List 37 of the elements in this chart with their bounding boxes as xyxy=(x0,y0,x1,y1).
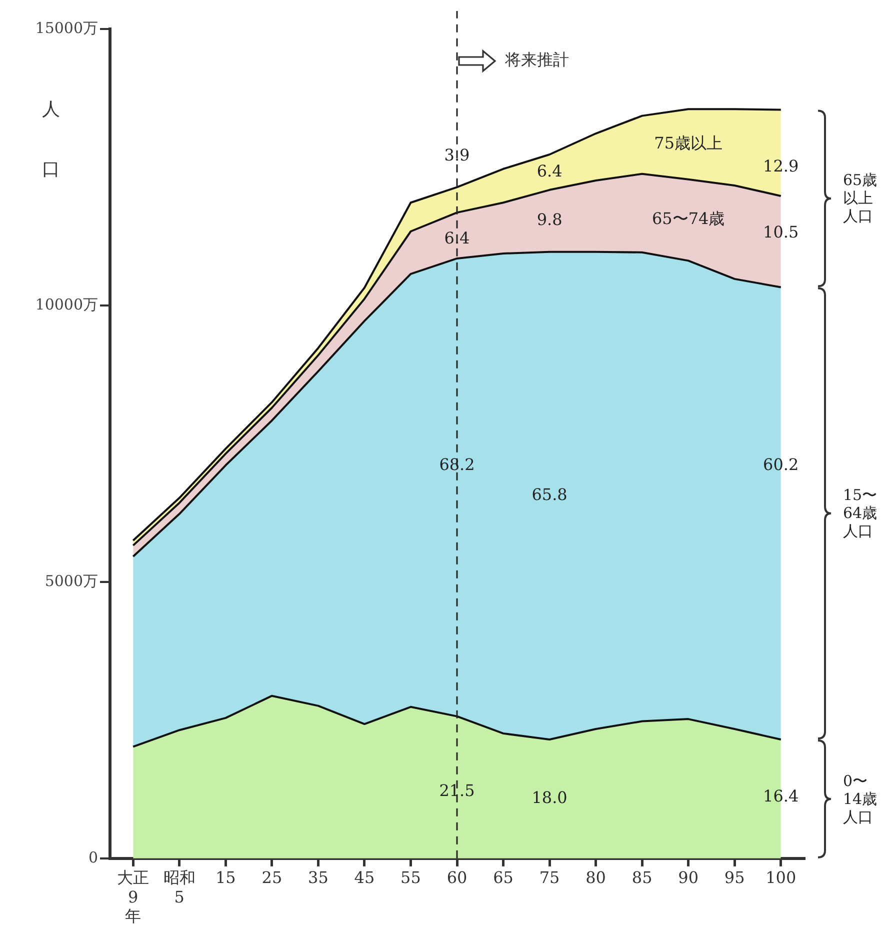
annotation: 3.9 xyxy=(444,145,470,164)
annotation: 10.5 xyxy=(763,222,799,242)
x-tick-label: 95 xyxy=(724,868,745,888)
x-tick-label: 100 xyxy=(766,868,796,888)
series-label: 75歳以上 xyxy=(654,133,723,152)
y-tick-label: 0 xyxy=(88,848,98,866)
y-axis-title: 人口 xyxy=(843,808,873,826)
annotation: 60.2 xyxy=(763,454,799,474)
x-tick-label: 35 xyxy=(308,868,328,888)
text: 0〜14歳 xyxy=(843,772,878,808)
x-tick-label: 85 xyxy=(632,868,652,888)
x-tick-label: 55 xyxy=(400,868,421,888)
x-tick-label: 大正 9 年 xyxy=(117,868,150,926)
x-tick-label: 15 xyxy=(215,868,236,888)
annotation: 65.8 xyxy=(532,484,568,504)
text: 65歳以上人口 xyxy=(842,170,878,228)
x-tick-label: 60 xyxy=(446,868,468,888)
x-tick-label: 80 xyxy=(586,868,606,888)
annotation: 18.0 xyxy=(532,788,568,808)
annotation: 12.9 xyxy=(763,156,799,176)
annotation: 9.8 xyxy=(536,210,562,230)
x-tick-label: 昭和 5 xyxy=(163,868,196,906)
y-tick-label: 15000万 xyxy=(35,18,98,37)
text: 人口 xyxy=(42,99,60,180)
annotation: 21.5 xyxy=(439,781,475,800)
text: 15〜64歳人口 xyxy=(842,485,878,542)
annotation: 16.4 xyxy=(763,786,799,806)
annotation: 6.4 xyxy=(536,161,562,180)
x-tick-label: 65 xyxy=(493,868,514,888)
x-tick-label: 90 xyxy=(678,868,699,888)
y-tick-label: 10000万 xyxy=(35,295,98,314)
x-tick-label: 45 xyxy=(354,868,375,888)
x-tick-label: 25 xyxy=(262,868,282,888)
x-tick-label: 75 xyxy=(539,868,560,888)
y-tick-label: 5000万 xyxy=(44,572,98,590)
ref-line-label: 将来推計 xyxy=(504,50,569,70)
series-label: 65〜74歳 xyxy=(652,209,725,228)
